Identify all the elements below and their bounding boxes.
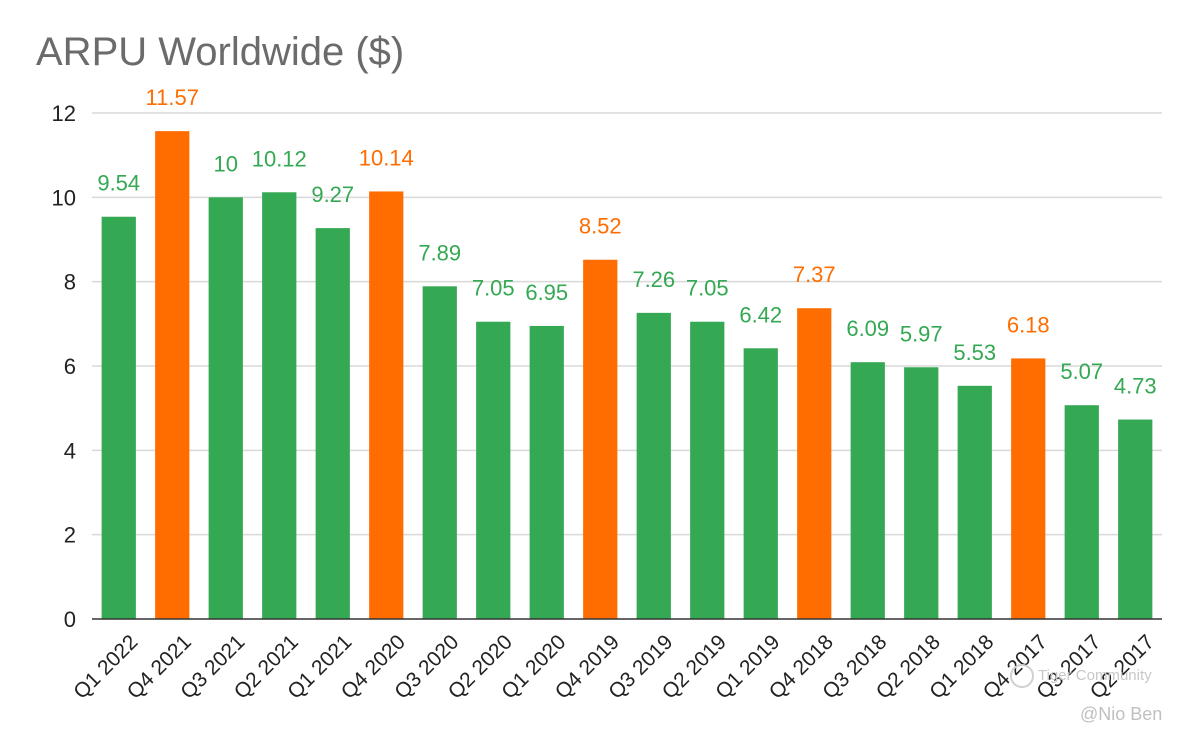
bar (1011, 358, 1046, 619)
bar (1064, 405, 1099, 619)
bar (529, 325, 564, 619)
data-label: 5.97 (900, 321, 943, 346)
bar (797, 308, 832, 619)
bar (101, 216, 136, 620)
y-tick-label: 0 (64, 607, 76, 632)
bar (262, 192, 297, 620)
y-tick-label: 10 (52, 185, 76, 210)
data-label: 9.27 (311, 182, 354, 207)
data-label: 5.07 (1060, 359, 1103, 384)
data-label: 10.12 (252, 146, 307, 171)
data-label: 11.57 (146, 85, 199, 110)
data-label: 6.42 (739, 302, 782, 327)
bar (690, 321, 725, 619)
data-label: 8.52 (579, 214, 622, 239)
y-tick-label: 2 (64, 523, 76, 548)
bar (208, 197, 243, 620)
gridlines (92, 112, 1162, 536)
bar (155, 131, 190, 620)
y-tick-label: 8 (64, 270, 76, 295)
watermark-logo: Tiger Community (1010, 664, 1152, 688)
y-tick-label: 12 (52, 101, 76, 126)
data-label: 6.18 (1007, 312, 1050, 337)
data-label: 4.73 (1114, 374, 1157, 399)
watermark-text: Tiger Community (1038, 666, 1152, 684)
data-label: 7.26 (632, 267, 675, 292)
y-axis-ticks: 0 2 4 6 8 10 12 (52, 101, 76, 632)
data-label: 10 (214, 151, 238, 176)
bar (1118, 419, 1153, 619)
data-label: 7.37 (793, 262, 836, 287)
bar (369, 191, 404, 619)
data-label: 7.05 (686, 276, 729, 301)
data-label: 9.54 (97, 171, 140, 196)
data-label: 5.53 (953, 340, 996, 365)
y-tick-label: 4 (64, 438, 76, 463)
data-label: 6.09 (846, 316, 889, 341)
watermark-author: @Nio Ben (1080, 704, 1163, 724)
bar (850, 362, 885, 619)
data-label: 10.14 (359, 145, 414, 170)
bars (101, 131, 1153, 620)
chart-title: ARPU Worldwide ($) (36, 30, 405, 74)
bar (957, 385, 992, 619)
bar (636, 312, 671, 619)
bar (743, 348, 778, 619)
bar (422, 286, 457, 619)
bar (904, 367, 939, 619)
bar (583, 259, 618, 619)
data-label: 7.89 (418, 240, 461, 265)
bar (476, 321, 511, 619)
bar (315, 228, 350, 620)
y-tick-label: 6 (64, 354, 76, 379)
tiger-logo-icon (1010, 664, 1034, 688)
data-label: 7.05 (472, 276, 515, 301)
data-label: 6.95 (525, 280, 568, 305)
